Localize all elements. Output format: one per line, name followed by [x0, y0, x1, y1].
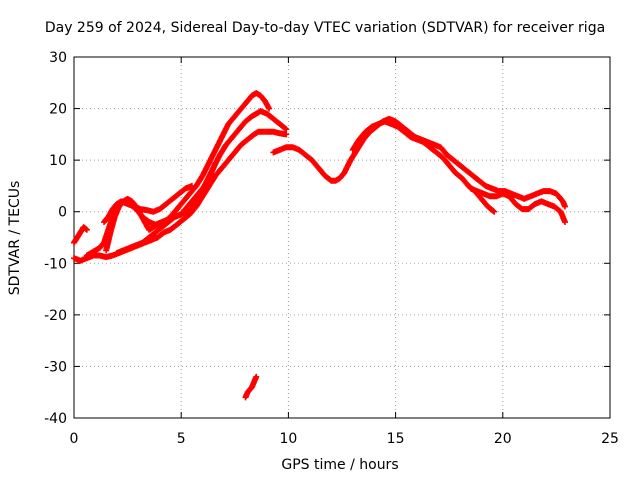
y-tick-label: 20	[49, 102, 67, 118]
data-point	[283, 131, 290, 138]
data-point	[83, 226, 90, 233]
series-track-d	[103, 90, 273, 254]
y-tick-label: 30	[49, 50, 67, 66]
data-point	[282, 125, 289, 132]
y-axis-label: SDTVAR / TECUs	[7, 181, 23, 296]
data-point	[266, 105, 273, 112]
x-tick-label: 25	[601, 431, 619, 447]
x-tick-label: 5	[177, 431, 186, 447]
data-point	[490, 207, 497, 214]
y-tick-label: 0	[58, 205, 67, 221]
data-point	[188, 182, 195, 189]
x-tick-label: 15	[387, 431, 405, 447]
y-tick-label: -40	[44, 411, 67, 427]
data-point	[283, 126, 290, 133]
chart-title: Day 259 of 2024, Sidereal Day-to-day VTE…	[45, 20, 605, 36]
y-tick-label: -10	[44, 256, 67, 272]
x-tick-label: 20	[494, 431, 512, 447]
series-track-e	[113, 159, 219, 256]
x-tick-label: 0	[70, 431, 79, 447]
series-track-a	[71, 224, 90, 246]
x-axis-label: GPS time / hours	[281, 457, 398, 473]
data-marks	[71, 90, 568, 401]
series-track-f	[101, 182, 195, 226]
plot-frame	[73, 56, 611, 419]
data-point	[253, 373, 260, 380]
series-track-j	[242, 373, 260, 401]
series-track-i	[467, 185, 568, 226]
y-tick-label: -30	[44, 359, 67, 375]
grid-lines	[74, 57, 610, 418]
series-track-h	[349, 118, 498, 215]
axis-ticks: 0 5 10 15 20 25 -40 -30 -20 -10 0 10 20 30	[44, 50, 619, 447]
series-track-g	[270, 115, 568, 210]
data-point	[561, 219, 568, 226]
data-point	[561, 203, 568, 210]
data-point	[212, 159, 219, 166]
data-point	[82, 225, 89, 232]
data-point	[491, 208, 498, 215]
y-tick-label: 10	[49, 153, 67, 169]
x-tick-label: 10	[279, 431, 297, 447]
y-tick-label: -20	[44, 308, 67, 324]
